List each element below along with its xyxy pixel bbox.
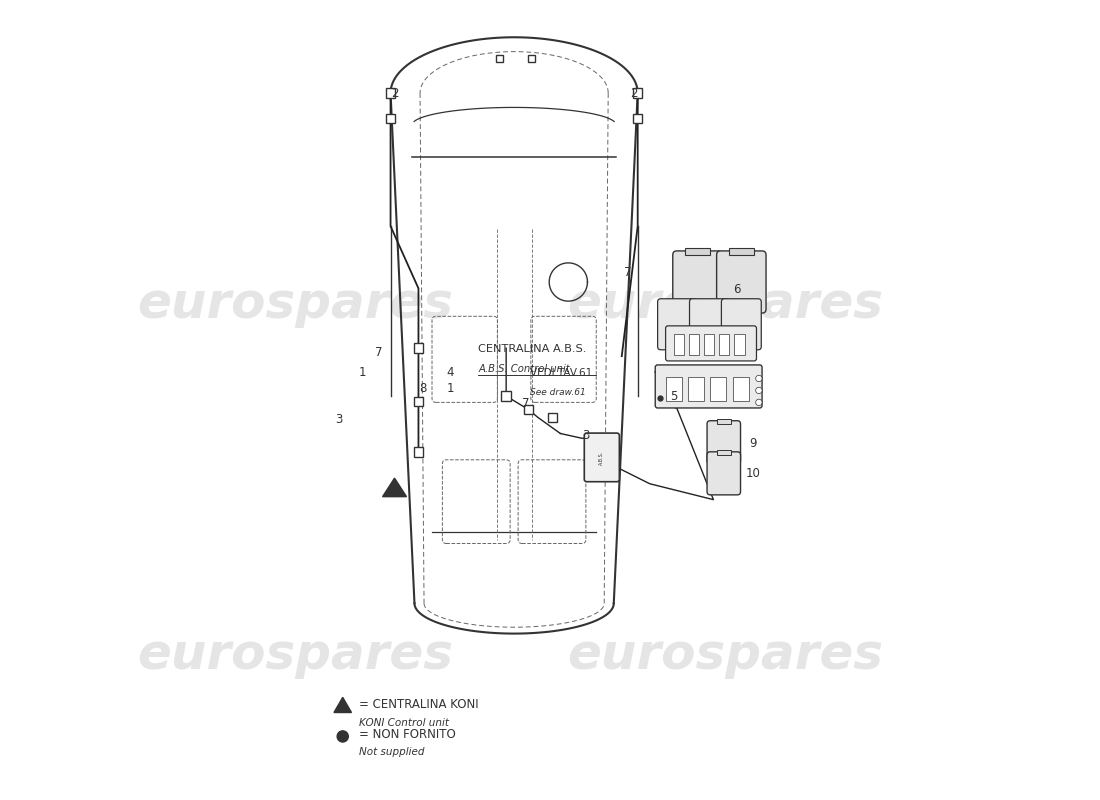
Circle shape [756, 387, 762, 394]
Text: 3: 3 [336, 414, 342, 426]
Bar [496, 55, 504, 62]
Bar [711, 377, 726, 401]
Text: eurospares: eurospares [568, 280, 883, 328]
Bar [548, 413, 558, 422]
Text: 6: 6 [734, 283, 741, 297]
Bar [689, 334, 700, 355]
Text: 9: 9 [749, 438, 757, 450]
Polygon shape [334, 698, 352, 713]
FancyBboxPatch shape [722, 298, 761, 350]
FancyBboxPatch shape [707, 421, 740, 464]
Text: 2: 2 [630, 86, 638, 99]
Polygon shape [383, 478, 407, 497]
FancyBboxPatch shape [584, 433, 619, 482]
Bar [502, 391, 510, 401]
Text: eurospares: eurospares [136, 631, 453, 679]
FancyBboxPatch shape [656, 365, 762, 408]
Bar [528, 55, 536, 62]
Text: VEDI TAV.61: VEDI TAV.61 [530, 368, 592, 378]
Circle shape [337, 731, 349, 742]
Text: 4: 4 [447, 366, 454, 378]
Text: Not supplied: Not supplied [359, 747, 425, 758]
Bar [719, 334, 729, 355]
Text: eurospares: eurospares [136, 280, 453, 328]
Text: = CENTRALINA KONI: = CENTRALINA KONI [359, 698, 478, 711]
Text: 7: 7 [522, 398, 530, 410]
Text: 2: 2 [390, 86, 398, 99]
Text: CENTRALINA A.B.S.: CENTRALINA A.B.S. [478, 344, 586, 354]
FancyBboxPatch shape [707, 452, 740, 495]
Bar [632, 114, 642, 123]
Text: 7: 7 [375, 346, 383, 358]
Bar [666, 377, 682, 401]
FancyBboxPatch shape [673, 251, 723, 313]
Bar [414, 397, 424, 406]
Bar [733, 377, 748, 401]
Bar [717, 419, 730, 424]
Text: 1: 1 [447, 382, 454, 394]
Bar [685, 248, 710, 255]
Text: 1: 1 [359, 366, 366, 378]
Bar [386, 114, 395, 123]
Bar [717, 450, 730, 455]
Circle shape [756, 375, 762, 382]
Text: 5: 5 [670, 390, 678, 402]
Bar [414, 447, 424, 457]
Text: 8: 8 [419, 382, 426, 394]
FancyBboxPatch shape [658, 298, 697, 350]
Text: eurospares: eurospares [568, 631, 883, 679]
Text: = NON FORNITO: = NON FORNITO [359, 727, 455, 741]
Text: KONI Control unit: KONI Control unit [359, 718, 449, 728]
FancyBboxPatch shape [716, 251, 766, 313]
Bar [414, 343, 424, 353]
Bar [734, 334, 745, 355]
Bar [632, 88, 642, 98]
Text: A.B.S.: A.B.S. [600, 450, 604, 465]
Text: 7: 7 [625, 266, 631, 279]
Bar [386, 88, 395, 98]
Bar [688, 377, 704, 401]
Bar [704, 334, 714, 355]
FancyBboxPatch shape [690, 298, 729, 350]
Bar [524, 405, 534, 414]
FancyBboxPatch shape [666, 326, 757, 361]
Text: 10: 10 [746, 467, 761, 480]
Bar [673, 334, 684, 355]
Circle shape [756, 399, 762, 406]
Text: 3: 3 [582, 430, 590, 442]
Text: A.B.S. Control unit: A.B.S. Control unit [478, 365, 570, 374]
Bar [729, 248, 754, 255]
Text: See draw.61: See draw.61 [530, 388, 586, 397]
